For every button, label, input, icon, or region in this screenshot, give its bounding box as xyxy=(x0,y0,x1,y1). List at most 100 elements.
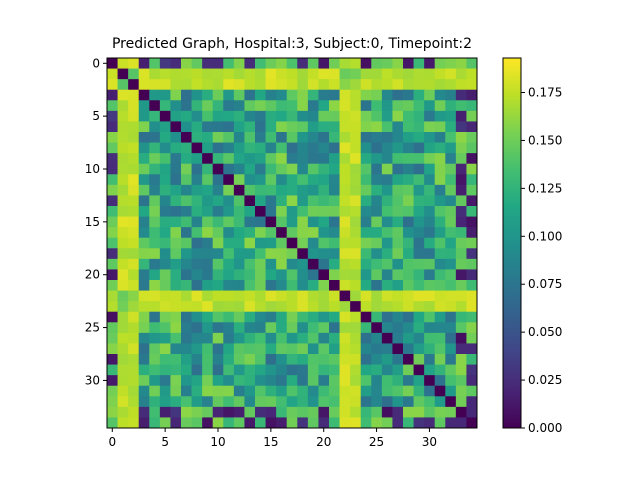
heatmap-cell xyxy=(413,227,425,239)
heatmap-cell xyxy=(445,206,457,217)
heatmap-cell xyxy=(403,269,414,281)
heatmap-cell xyxy=(455,364,467,376)
heatmap-cell xyxy=(223,174,235,186)
heatmap-cell xyxy=(381,248,393,260)
heatmap-cell xyxy=(381,290,393,302)
heatmap-cell xyxy=(445,322,457,334)
heatmap-cell xyxy=(128,343,140,355)
heatmap-cell xyxy=(233,258,245,270)
heatmap-cell xyxy=(466,206,478,217)
heatmap-cell xyxy=(265,174,277,186)
heatmap-cell xyxy=(191,396,203,408)
heatmap-cell xyxy=(191,311,203,323)
heatmap-cell xyxy=(403,375,414,387)
heatmap-cell xyxy=(403,110,414,122)
heatmap-cell xyxy=(286,269,298,281)
heatmap-cell xyxy=(170,110,182,122)
heatmap-cell xyxy=(360,258,372,270)
heatmap-cell xyxy=(212,89,224,101)
heatmap-cell xyxy=(297,258,309,270)
heatmap-cell xyxy=(255,406,266,418)
heatmap-cell xyxy=(138,258,150,270)
heatmap-cell xyxy=(307,406,319,418)
heatmap-cell xyxy=(350,280,362,291)
heatmap-cell xyxy=(212,396,224,408)
heatmap-cell xyxy=(424,58,436,69)
heatmap-cell xyxy=(466,153,478,165)
heatmap-cell xyxy=(392,248,404,260)
heatmap-cell xyxy=(149,301,161,313)
heatmap-cell xyxy=(318,89,330,101)
heatmap-cell xyxy=(307,227,319,239)
heatmap-cell xyxy=(117,290,129,302)
heatmap-cell xyxy=(445,58,457,69)
heatmap-cell xyxy=(181,227,192,239)
heatmap-cell xyxy=(360,354,372,365)
heatmap-cell xyxy=(424,396,436,408)
heatmap-cell xyxy=(159,79,171,91)
heatmap-cell xyxy=(403,142,414,154)
heatmap-cell xyxy=(276,142,288,154)
heatmap-cell xyxy=(371,110,383,122)
heatmap-cell xyxy=(371,227,383,239)
heatmap-cell xyxy=(233,174,245,186)
heatmap-cell xyxy=(455,142,467,154)
heatmap-cell xyxy=(276,237,288,249)
heatmap-cell xyxy=(149,332,161,344)
heatmap-cell xyxy=(381,100,393,112)
heatmap-cell xyxy=(265,343,277,355)
heatmap-cell xyxy=(455,237,467,249)
heatmap-cell xyxy=(191,364,203,376)
heatmap-cell xyxy=(403,406,414,418)
heatmap-cell xyxy=(466,237,478,249)
heatmap-cell xyxy=(233,406,245,418)
heatmap-cell xyxy=(329,364,340,376)
heatmap-cell xyxy=(117,184,129,196)
heatmap-cell xyxy=(191,153,203,165)
heatmap-cell xyxy=(424,206,436,217)
heatmap-cell xyxy=(466,216,478,228)
heatmap-cell xyxy=(244,258,256,270)
heatmap-cell xyxy=(455,121,467,133)
heatmap-cell xyxy=(191,174,203,186)
heatmap-cell xyxy=(149,280,161,291)
heatmap-cell xyxy=(413,100,425,112)
heatmap-cell xyxy=(159,248,171,260)
heatmap-cell xyxy=(318,100,330,112)
heatmap-cell xyxy=(117,269,129,281)
heatmap-cell xyxy=(434,280,446,291)
colorbar-tick-label: 0.175 xyxy=(528,86,562,100)
y-tick-label: 20 xyxy=(85,268,100,282)
heatmap-cell xyxy=(128,332,140,344)
heatmap-cell xyxy=(149,227,161,239)
heatmap-cell xyxy=(128,269,140,281)
heatmap-cell xyxy=(371,396,383,408)
heatmap-cell xyxy=(455,184,467,196)
heatmap-cell xyxy=(329,58,340,69)
heatmap-cell xyxy=(329,121,340,133)
heatmap-cell xyxy=(170,248,182,260)
heatmap-cell xyxy=(403,227,414,239)
heatmap-cell xyxy=(138,375,150,387)
heatmap-cell xyxy=(233,142,245,154)
heatmap-cell xyxy=(138,280,150,291)
heatmap-cell xyxy=(191,237,203,249)
heatmap-cell xyxy=(307,142,319,154)
heatmap-cell xyxy=(318,227,330,239)
heatmap-cell xyxy=(244,184,256,196)
heatmap-cell xyxy=(381,163,393,175)
heatmap-cell xyxy=(223,385,235,397)
heatmap-cell xyxy=(466,142,478,154)
heatmap-cell xyxy=(181,417,192,429)
heatmap-cell xyxy=(360,163,372,175)
heatmap-cell xyxy=(360,142,372,154)
heatmap-cell xyxy=(202,163,214,175)
heatmap-cell xyxy=(181,132,192,143)
heatmap-cell xyxy=(223,132,235,143)
heatmap-cell xyxy=(159,301,171,313)
heatmap-cell xyxy=(455,58,467,69)
heatmap-cell xyxy=(191,301,203,313)
y-tick-label: 10 xyxy=(85,162,100,176)
heatmap-cell xyxy=(107,237,118,249)
heatmap-cell xyxy=(307,195,319,207)
